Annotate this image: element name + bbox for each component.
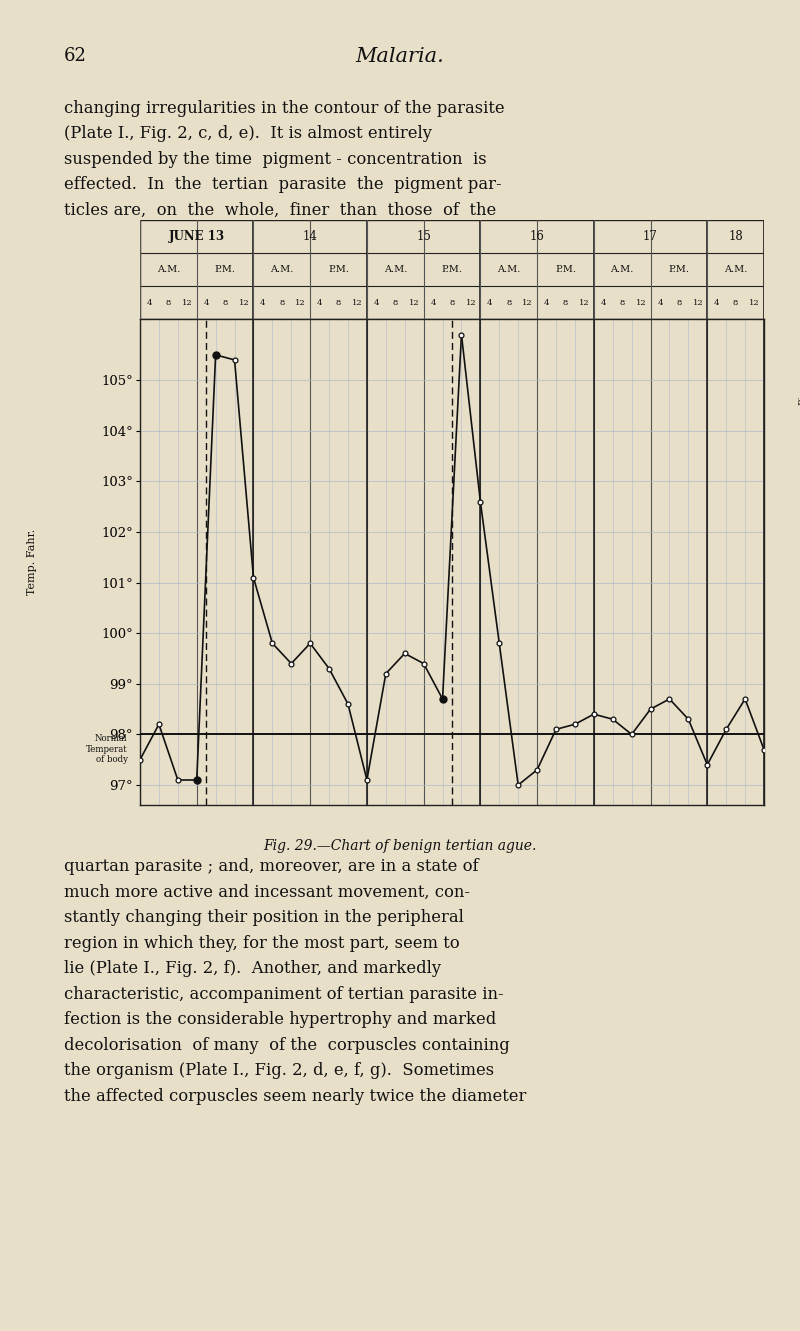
Text: 12: 12 bbox=[352, 298, 362, 307]
Text: 12: 12 bbox=[295, 298, 306, 307]
Text: changing irregularities in the contour of the parasite
(Plate I., Fig. 2, c, d, : changing irregularities in the contour o… bbox=[64, 100, 505, 218]
Text: Normal
Temperat
of body: Normal Temperat of body bbox=[86, 735, 127, 764]
Text: 8: 8 bbox=[506, 298, 511, 307]
Text: A.M.: A.M. bbox=[610, 265, 634, 274]
Text: P.M.: P.M. bbox=[328, 265, 349, 274]
Text: 12: 12 bbox=[750, 298, 760, 307]
Text: P.M.: P.M. bbox=[214, 265, 235, 274]
Text: A.M.: A.M. bbox=[383, 265, 407, 274]
Text: 18: 18 bbox=[728, 230, 743, 242]
Text: A.M.: A.M. bbox=[724, 265, 747, 274]
Text: P.M.: P.M. bbox=[669, 265, 690, 274]
Text: 12: 12 bbox=[182, 298, 193, 307]
Text: 12: 12 bbox=[522, 298, 533, 307]
Text: 4: 4 bbox=[430, 298, 436, 307]
Text: 17: 17 bbox=[643, 230, 658, 242]
Text: 4: 4 bbox=[487, 298, 493, 307]
Text: 8: 8 bbox=[222, 298, 228, 307]
Text: quartan parasite ; and, moreover, are in a state of
much more active and incessa: quartan parasite ; and, moreover, are in… bbox=[64, 858, 526, 1105]
Text: 4: 4 bbox=[658, 298, 662, 307]
Text: 62: 62 bbox=[64, 47, 87, 65]
Text: Malaria.: Malaria. bbox=[356, 47, 444, 65]
Text: P.M.: P.M. bbox=[555, 265, 576, 274]
Text: 12: 12 bbox=[636, 298, 646, 307]
Text: 8: 8 bbox=[336, 298, 342, 307]
Text: 4: 4 bbox=[317, 298, 322, 307]
Text: 4: 4 bbox=[203, 298, 209, 307]
Text: P.M.: P.M. bbox=[442, 265, 462, 274]
Text: 4: 4 bbox=[601, 298, 606, 307]
Text: 4: 4 bbox=[374, 298, 379, 307]
Text: A.M.: A.M. bbox=[497, 265, 521, 274]
Text: 12: 12 bbox=[466, 298, 476, 307]
Text: 12: 12 bbox=[238, 298, 250, 307]
Text: 12: 12 bbox=[579, 298, 590, 307]
Text: Temp. Fahr.: Temp. Fahr. bbox=[27, 530, 37, 595]
Text: 8: 8 bbox=[393, 298, 398, 307]
Text: 8: 8 bbox=[676, 298, 682, 307]
Text: Fig. 29.—Chart of benign tertian ague.: Fig. 29.—Chart of benign tertian ague. bbox=[263, 839, 537, 853]
Text: 14: 14 bbox=[302, 230, 318, 242]
Text: 8: 8 bbox=[562, 298, 568, 307]
Text: Rigor
5.30 P.M.: Rigor 5.30 P.M. bbox=[798, 363, 800, 406]
Text: 12: 12 bbox=[409, 298, 419, 307]
Text: 15: 15 bbox=[416, 230, 431, 242]
Text: 8: 8 bbox=[450, 298, 454, 307]
Text: 4: 4 bbox=[260, 298, 266, 307]
Text: JUNE 13: JUNE 13 bbox=[169, 230, 225, 242]
Text: 8: 8 bbox=[166, 298, 171, 307]
Text: 8: 8 bbox=[619, 298, 625, 307]
Text: 12: 12 bbox=[693, 298, 703, 307]
Text: 4: 4 bbox=[544, 298, 550, 307]
Text: 4: 4 bbox=[714, 298, 719, 307]
Text: A.M.: A.M. bbox=[270, 265, 294, 274]
Text: 16: 16 bbox=[530, 230, 545, 242]
Text: 8: 8 bbox=[733, 298, 738, 307]
Text: 8: 8 bbox=[279, 298, 285, 307]
Text: 4: 4 bbox=[146, 298, 152, 307]
Text: A.M.: A.M. bbox=[157, 265, 180, 274]
